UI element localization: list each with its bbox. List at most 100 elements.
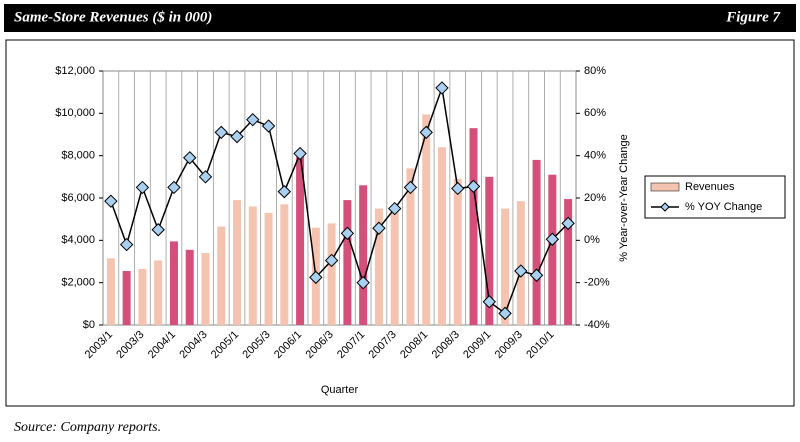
marker [324,253,339,268]
x-tick-label: 2009/1 [461,329,493,361]
bar [106,258,115,325]
bar [169,241,178,325]
marker [356,275,370,290]
bar [248,206,257,325]
y2-tick-label: 60% [584,107,606,119]
marker [277,184,292,199]
marker [183,151,197,165]
y-tick-label: $0 [83,319,95,331]
y2-tick-label: -40% [584,319,610,331]
marker [466,179,481,194]
marker [529,268,544,282]
bar [501,208,510,325]
y-tick-label: $6,000 [61,192,95,204]
x-tick-label: 2007/3 [367,329,399,361]
marker [340,226,355,241]
figure-label: Figure 7 [725,9,780,25]
marker [230,129,244,144]
bar [201,253,210,325]
y-tick-label: $10,000 [55,107,95,119]
bar [437,147,446,325]
marker [435,81,449,95]
marker [451,181,465,196]
bar [548,174,557,325]
marker [261,119,276,133]
chart-frame [5,39,795,407]
legend-swatch [650,182,680,192]
x-tick-label: 2007/1 [335,329,367,361]
bar [217,226,226,325]
y2-tick-label: 20% [584,192,606,204]
header-title: Same-Store Revenues ($ in 000) [14,9,212,25]
source: Source: Company reports. [14,420,161,435]
bar [122,271,131,325]
bar [296,156,305,325]
marker [293,146,307,161]
bar [532,159,541,325]
y2-tick-label: -20% [584,277,610,289]
bar [138,268,147,325]
marker [119,237,134,252]
bar [453,178,462,325]
marker [498,306,512,321]
bar [185,249,194,325]
bar [390,205,399,325]
legend-label: Revenues [685,181,735,193]
header-bar [4,4,796,32]
marker [514,264,528,278]
marker [372,221,386,235]
x-axis-label: Quarter [321,384,359,396]
x-tick-label: 2008/3 [430,329,462,361]
marker [309,270,323,285]
x-tick-label: 2006/3 [304,329,336,361]
legend-label: % YOY Change [685,201,762,213]
marker [403,180,418,195]
x-tick-label: 2006/1 [272,329,304,361]
bar [280,204,289,325]
marker [482,295,496,309]
y-tick-label: $4,000 [61,234,95,246]
legend-marker [660,202,670,212]
bar [154,260,163,325]
bar [264,212,273,325]
marker [561,216,575,231]
x-tick-label: 2010/1 [524,329,556,361]
bar [374,208,383,325]
marker [167,180,181,195]
marker [214,125,228,140]
x-tick-label: 2005/3 [240,329,272,361]
y2-axis-label: % Year-over-Year Change [618,134,630,261]
marker [104,194,118,208]
x-tick-label: 2004/1 [146,329,178,361]
y-tick-label: $2,000 [61,277,95,289]
marker [135,180,150,195]
y-tick-label: $8,000 [61,150,95,162]
bar [564,199,573,325]
x-tick-label: 2009/3 [493,329,525,361]
marker [246,112,260,127]
y-tick-label: $12,000 [55,65,95,77]
bar [327,223,336,325]
marker [419,125,433,140]
x-tick-label: 2003/3 [114,329,146,361]
bar [469,128,478,325]
marker [198,170,213,184]
bar [485,176,494,325]
bar [233,200,242,325]
bar [422,114,431,326]
marker [545,232,560,246]
bar [516,201,525,325]
x-tick-label: 2004/3 [177,329,209,361]
x-tick-label: 2003/1 [83,329,115,361]
y2-tick-label: 0% [584,234,600,246]
marker [151,223,165,237]
y2-tick-label: 40% [584,150,606,162]
x-tick-label: 2005/1 [209,329,241,361]
marker [387,201,402,216]
y2-tick-label: 80% [584,65,606,77]
bar [343,200,352,325]
bar [406,168,415,325]
x-tick-label: 2008/1 [398,329,430,361]
bar [359,185,368,325]
